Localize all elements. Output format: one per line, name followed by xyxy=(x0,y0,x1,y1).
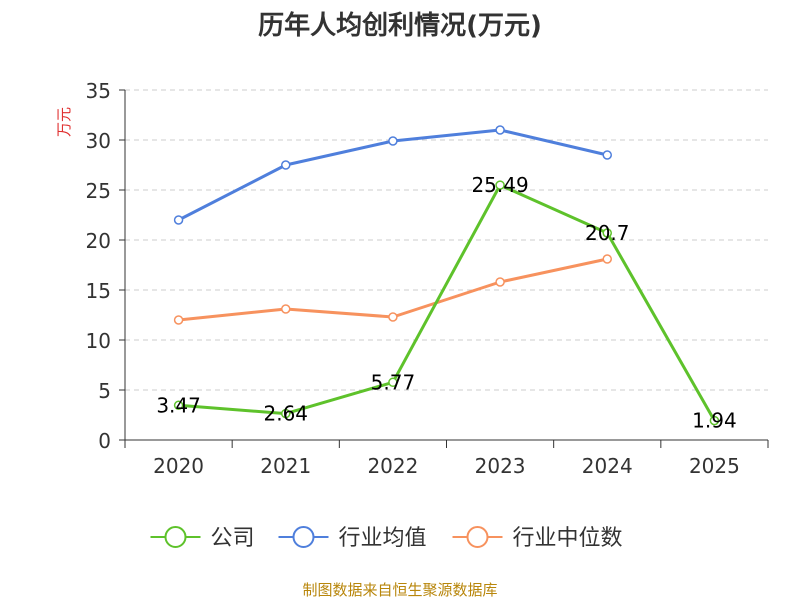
chart-container: 历年人均创利情况(万元) 万元 0 5 10 15 20 25 30 35 2020 2021 20… xyxy=(0,0,800,600)
y-tick-label: 0 xyxy=(98,429,111,453)
data-labels: 3.47 2.64 5.77 25.49 20.7 1.94 xyxy=(156,173,736,433)
data-point-1-2020[interactable] xyxy=(175,216,183,224)
data-point-2-2024[interactable] xyxy=(603,255,611,263)
legend-marker xyxy=(468,527,488,547)
series-lines xyxy=(175,126,719,425)
data-point-2-2021[interactable] xyxy=(282,305,290,313)
legend-item-1[interactable]: 行业均值 xyxy=(279,526,427,551)
y-tick-label: 10 xyxy=(86,329,111,353)
data-point-2-2020[interactable] xyxy=(175,316,183,324)
data-label-2022: 5.77 xyxy=(371,370,416,394)
series-line-0 xyxy=(179,185,715,421)
data-point-1-2024[interactable] xyxy=(603,151,611,159)
y-tick-label: 5 xyxy=(98,379,111,403)
data-label-2025: 1.94 xyxy=(692,409,737,433)
footer-source-text: 制图数据来自恒生聚源数据库 xyxy=(302,581,497,599)
line-chart: 历年人均创利情况(万元) 万元 051015202530352020 2021 20… xyxy=(0,0,800,600)
y-tick-label: 15 xyxy=(86,279,111,303)
legend-item-2[interactable]: 行业中位数 xyxy=(453,526,623,551)
x-tick-label-2022: 2022 xyxy=(367,454,418,478)
chart-title: 历年人均创利情况(万元) xyxy=(258,10,542,41)
data-label-2020: 3.47 xyxy=(156,393,201,417)
data-point-1-2022[interactable] xyxy=(389,137,397,145)
x-tick-label-2020: 2020 xyxy=(153,454,204,478)
x-tick-label-2023: 2023 xyxy=(475,454,526,478)
data-point-2-2022[interactable] xyxy=(389,313,397,321)
legend: 公司 行业均值 行业中位数 xyxy=(151,526,623,551)
data-label-2023: 25.49 xyxy=(471,173,528,197)
x-tick-label-2021: 2021 xyxy=(260,454,311,478)
y-tick-label: 25 xyxy=(86,179,111,203)
x-tick-label-2024: 2024 xyxy=(582,454,633,478)
y-axis-label: 万元 xyxy=(55,107,73,137)
legend-marker xyxy=(294,527,314,547)
data-point-1-2023[interactable] xyxy=(496,126,504,134)
x-tick-label-2025: 2025 xyxy=(689,454,740,478)
y-tick-label: 35 xyxy=(86,79,111,103)
data-point-2-2023[interactable] xyxy=(496,278,504,286)
legend-label: 行业中位数 xyxy=(513,526,623,551)
data-label-2024: 20.7 xyxy=(585,221,630,245)
y-tick-label: 30 xyxy=(86,129,111,153)
legend-item-0[interactable]: 公司 xyxy=(151,526,255,551)
legend-label: 公司 xyxy=(211,526,255,551)
legend-marker xyxy=(166,527,186,547)
legend-label: 行业均值 xyxy=(339,526,427,551)
data-label-2021: 2.64 xyxy=(263,402,308,426)
y-tick-label: 20 xyxy=(86,229,111,253)
data-point-1-2021[interactable] xyxy=(282,161,290,169)
